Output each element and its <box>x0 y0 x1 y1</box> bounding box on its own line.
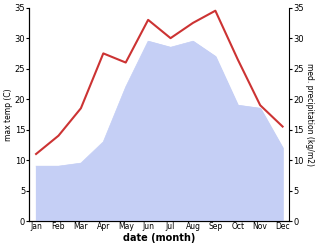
Y-axis label: med. precipitation (kg/m2): med. precipitation (kg/m2) <box>305 63 314 166</box>
Y-axis label: max temp (C): max temp (C) <box>4 88 13 141</box>
X-axis label: date (month): date (month) <box>123 233 196 243</box>
